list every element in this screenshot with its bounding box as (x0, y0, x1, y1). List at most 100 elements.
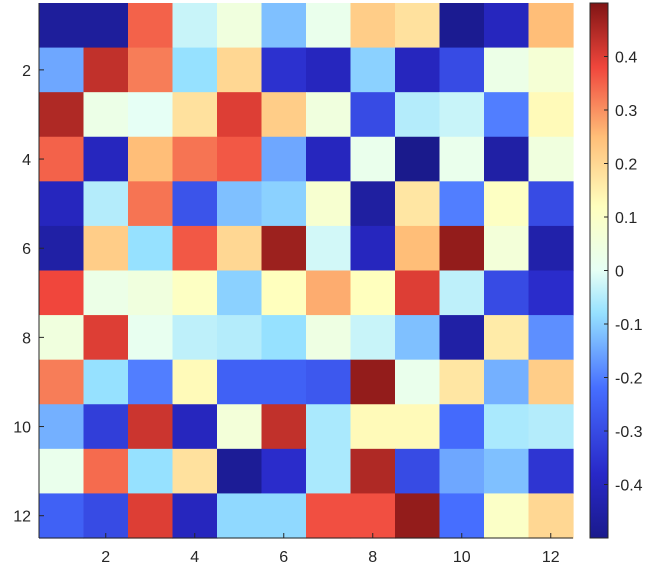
heatmap-cell (484, 92, 530, 138)
heatmap-cell (484, 181, 530, 227)
heatmap-cell (395, 181, 441, 227)
heatmap-cell (350, 92, 396, 138)
heatmap-cell (172, 136, 218, 182)
heatmap-cell (439, 270, 485, 316)
heatmap-cell (350, 315, 396, 361)
heatmap-cell (128, 3, 174, 49)
heatmap-cell (128, 47, 174, 93)
heatmap-cell (306, 136, 352, 182)
heatmap-cell (395, 136, 441, 182)
heatmap-cell (128, 404, 174, 450)
heatmap-cell (83, 3, 129, 49)
y-tick-label: 8 (22, 330, 31, 347)
heatmap-cell (261, 136, 307, 182)
heatmap-cell (350, 448, 396, 495)
heatmap-cell (528, 225, 574, 272)
heatmap-cell (172, 270, 218, 316)
heatmap-cell (528, 270, 574, 316)
heatmap-cell (484, 3, 530, 49)
y-tick-label: 6 (22, 241, 31, 258)
colorbar-tick-label: -0.2 (615, 371, 643, 388)
colorbar: 0.4 0.3 0.2 0.1 0 -0.1 -0.2 -0.3 -0.4 (589, 2, 643, 539)
heatmap-cell (172, 225, 218, 272)
heatmap-cell (39, 493, 85, 539)
heatmap-cell (350, 359, 396, 405)
heatmap-cell (217, 493, 263, 539)
heatmap-cell (261, 270, 307, 316)
heatmap-cell (172, 315, 218, 361)
heatmap-cell (83, 47, 129, 93)
heatmap-cell (217, 136, 263, 182)
heatmap-cell (83, 181, 129, 227)
heatmap-cell (395, 359, 441, 405)
heatmap-cell (528, 92, 574, 138)
heatmap-cell (172, 448, 218, 495)
heatmap-cell (528, 3, 574, 49)
heatmap-cell (172, 92, 218, 138)
heatmap-cell (350, 404, 396, 450)
colorbar-tick-label: -0.3 (615, 424, 643, 441)
colorbar-tick-label: 0.2 (615, 157, 637, 174)
heatmap-cell (39, 47, 85, 93)
heatmap-cell (128, 493, 174, 539)
heatmap-axes: 2 4 6 8 10 12 2 4 6 8 10 12 (13, 3, 573, 566)
heatmap-cell (528, 359, 574, 405)
heatmap-cell (128, 136, 174, 182)
heatmap-cell (83, 315, 129, 361)
heatmap-cell (439, 225, 485, 272)
heatmap-cell (128, 181, 174, 227)
heatmap-cell (39, 270, 85, 316)
heatmap-cell (528, 47, 574, 93)
heatmap-cell (83, 270, 129, 316)
heatmap-cell (439, 92, 485, 138)
heatmap-cell (439, 181, 485, 227)
heatmap-cell (439, 448, 485, 495)
heatmap-cell (83, 92, 129, 138)
heatmap-cell (395, 315, 441, 361)
x-tick-label: 6 (279, 549, 288, 566)
x-tick-label: 8 (368, 549, 377, 566)
heatmap-cell (306, 225, 352, 272)
heatmap-cell (306, 92, 352, 138)
heatmap-cell (217, 448, 263, 495)
heatmap-cell (261, 181, 307, 227)
heatmap-cell (439, 47, 485, 93)
heatmap-cell (217, 315, 263, 361)
heatmap-cell (217, 181, 263, 227)
heatmap-cell (128, 225, 174, 272)
heatmap-cell (83, 225, 129, 272)
heatmap-cell (528, 404, 574, 450)
heatmap-cell (306, 181, 352, 227)
heatmap-cell (128, 448, 174, 495)
heatmap-cell (128, 92, 174, 138)
heatmap-cell (261, 315, 307, 361)
colorbar-tick-label: 0.4 (615, 50, 637, 67)
heatmap-cell (83, 448, 129, 495)
y-tick-label: 2 (22, 63, 31, 80)
colorbar-tick-label: 0.1 (615, 210, 637, 227)
heatmap-cell (261, 3, 307, 49)
heatmap-cell (261, 359, 307, 405)
heatmap-cell (350, 47, 396, 93)
heatmap-cell (484, 493, 530, 539)
heatmap-cell (306, 359, 352, 405)
heatmap-cell (350, 181, 396, 227)
heatmap-cell (172, 404, 218, 450)
heatmap-cell (172, 3, 218, 49)
heatmap-cell (395, 47, 441, 93)
heatmap-cell (39, 225, 85, 272)
heatmap-cell (83, 136, 129, 182)
heatmap-cell (528, 448, 574, 495)
heatmap-cell (484, 315, 530, 361)
heatmap-cell (484, 136, 530, 182)
heatmap-cell (83, 493, 129, 539)
heatmap-cell (439, 3, 485, 49)
x-tick-label: 10 (453, 549, 471, 566)
x-tick-label: 12 (542, 549, 560, 566)
heatmap-cell (217, 359, 263, 405)
heatmap-cell (261, 92, 307, 138)
heatmap-cell (172, 47, 218, 93)
heatmap-cell (350, 225, 396, 272)
heatmap-cell (306, 448, 352, 495)
heatmap-cell (306, 315, 352, 361)
